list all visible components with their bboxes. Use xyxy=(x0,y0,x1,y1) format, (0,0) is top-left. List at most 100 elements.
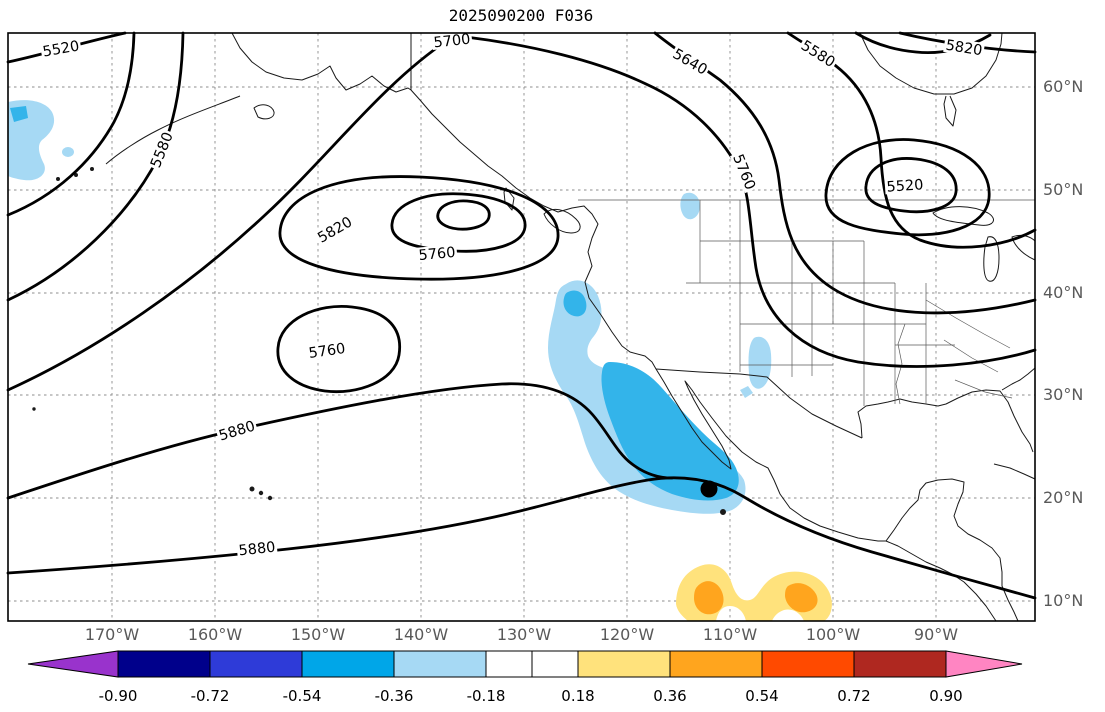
neg-anomaly-light-speck xyxy=(62,147,74,157)
neg-anomaly-medium-nw-corner xyxy=(10,106,28,122)
contour-5640 xyxy=(653,31,1037,315)
lat-tick-label: 50°N xyxy=(1043,180,1083,199)
aleutian-island xyxy=(56,177,60,181)
lat-tick-label: 20°N xyxy=(1043,488,1083,507)
lat-tick-label: 10°N xyxy=(1043,591,1083,610)
contour-5520-closed-low xyxy=(824,138,991,237)
aleutian-island xyxy=(74,173,78,177)
contour-label-bg xyxy=(730,150,759,194)
lat-tick-label: 30°N xyxy=(1043,385,1083,404)
coastline-hudson-bay xyxy=(859,32,1003,127)
colorbar-cell xyxy=(577,650,671,678)
page-title: 2025090200 F036 xyxy=(449,6,594,25)
contour-label-bg xyxy=(306,340,348,361)
colorbar-under-arrow xyxy=(27,650,119,678)
lon-tick-label: 130°W xyxy=(497,625,552,644)
colorbar-cell xyxy=(209,650,303,678)
contour-label: 5520 xyxy=(886,177,924,196)
pos-anomaly-medium-west xyxy=(694,581,724,615)
colorbar-cell xyxy=(485,650,533,678)
contour-label: 5760 xyxy=(418,245,456,264)
contour-ridge-arc-inner xyxy=(6,31,136,217)
alaska-peninsula xyxy=(105,95,241,165)
coastlines xyxy=(32,32,1036,622)
lat-axis: 60°N 50°N 40°N 30°N 20°N 10°N xyxy=(1043,77,1083,610)
contour-label: 5700 xyxy=(433,32,471,52)
colorbar-cell xyxy=(761,650,855,678)
lat-tick-label: 60°N xyxy=(1043,77,1083,96)
lon-tick-label: 110°W xyxy=(703,625,758,644)
contour-label-bg xyxy=(431,30,473,51)
colorbar-tick-label: 0.36 xyxy=(653,687,686,705)
kodiak-island xyxy=(253,104,275,120)
hawaii-island xyxy=(249,486,255,492)
lon-tick-label: 160°W xyxy=(188,625,243,644)
coastline-gulf-florida xyxy=(857,367,1036,453)
colorbar-tick-label: -0.18 xyxy=(467,687,506,705)
contour-label-bg xyxy=(416,244,458,263)
contour-label: 5520 xyxy=(42,38,81,60)
colorbar-tick-label: 0.72 xyxy=(837,687,870,705)
neg-anomaly-light-interior xyxy=(748,336,772,389)
contour-label-bg xyxy=(236,538,278,559)
neg-anomaly-light-diamond xyxy=(740,386,753,398)
contour-5760-closed-cell xyxy=(276,305,402,394)
lat-tick-label: 40°N xyxy=(1043,283,1083,302)
aleutian-island xyxy=(90,167,94,171)
coastline-north-america xyxy=(231,32,997,622)
neg-anomaly-medium-california xyxy=(563,290,587,317)
contour-label-bg xyxy=(943,36,986,59)
contour-5880-upper xyxy=(6,382,674,500)
hawaii-island xyxy=(267,495,273,501)
colorbar-cell xyxy=(301,650,395,678)
contour-label-bg xyxy=(39,37,82,60)
contour-label: 5760 xyxy=(729,152,758,192)
contour-5880-lower xyxy=(6,476,1037,600)
contour-label-bg xyxy=(884,176,926,195)
contour-label: 5880 xyxy=(238,540,276,560)
border-us-mexico xyxy=(655,368,863,439)
contour-label: 5580 xyxy=(148,130,177,170)
colorbar-cell xyxy=(853,650,947,678)
great-lakes xyxy=(932,206,1036,282)
colorbar-tick-label: -0.90 xyxy=(99,687,138,705)
lon-tick-label: 120°W xyxy=(600,625,655,644)
contour-label-bg xyxy=(313,213,356,247)
contour-label: 5880 xyxy=(217,418,257,444)
small-island xyxy=(32,407,36,411)
contour-label: 5640 xyxy=(670,46,710,78)
grid-lines xyxy=(8,33,1035,621)
colorbar-tick-label: 0.18 xyxy=(561,687,594,705)
hawaii-island xyxy=(258,490,264,496)
coastline-cuba xyxy=(993,463,1036,480)
contour-label: 5580 xyxy=(798,38,838,71)
colorbar-cell xyxy=(669,650,763,678)
lon-tick-label: 140°W xyxy=(394,625,449,644)
colorbar-tick-label: 0.54 xyxy=(745,687,778,705)
colorbar-cell xyxy=(531,650,579,678)
contour-label: 5760 xyxy=(308,341,347,362)
contour-label-bg xyxy=(147,128,176,172)
lon-tick-label: 100°W xyxy=(806,625,861,644)
contour-5820-ridge-ring xyxy=(278,175,560,281)
colorbar-tick-labels: -0.90 -0.72 -0.54 -0.36 -0.18 0.18 0.36 … xyxy=(99,687,963,705)
anomaly-shading xyxy=(8,100,832,621)
haida-gwaii xyxy=(503,187,515,211)
lon-tick-label: 170°W xyxy=(85,625,140,644)
contour-ridge-ring-3 xyxy=(436,199,491,231)
colorbar: -0.90 -0.72 -0.54 -0.36 -0.18 0.18 0.36 … xyxy=(27,650,1023,705)
pos-anomaly-medium-east xyxy=(785,583,818,613)
contour-5700-main xyxy=(6,35,1037,392)
height-contours xyxy=(6,31,1037,600)
contour-low-inner-ring xyxy=(864,157,958,214)
colorbar-cell xyxy=(393,650,487,678)
vancouver-island xyxy=(543,208,581,234)
colorbar-tick-label: -0.36 xyxy=(375,687,414,705)
contour-label: 5820 xyxy=(315,214,355,246)
contour-label-bg xyxy=(215,417,259,444)
neg-anomaly-light-montana xyxy=(680,192,700,220)
colorbar-tick-label: -0.54 xyxy=(283,687,322,705)
lon-axis: 170°W 160°W 150°W 140°W 130°W 120°W 110°… xyxy=(85,625,958,644)
